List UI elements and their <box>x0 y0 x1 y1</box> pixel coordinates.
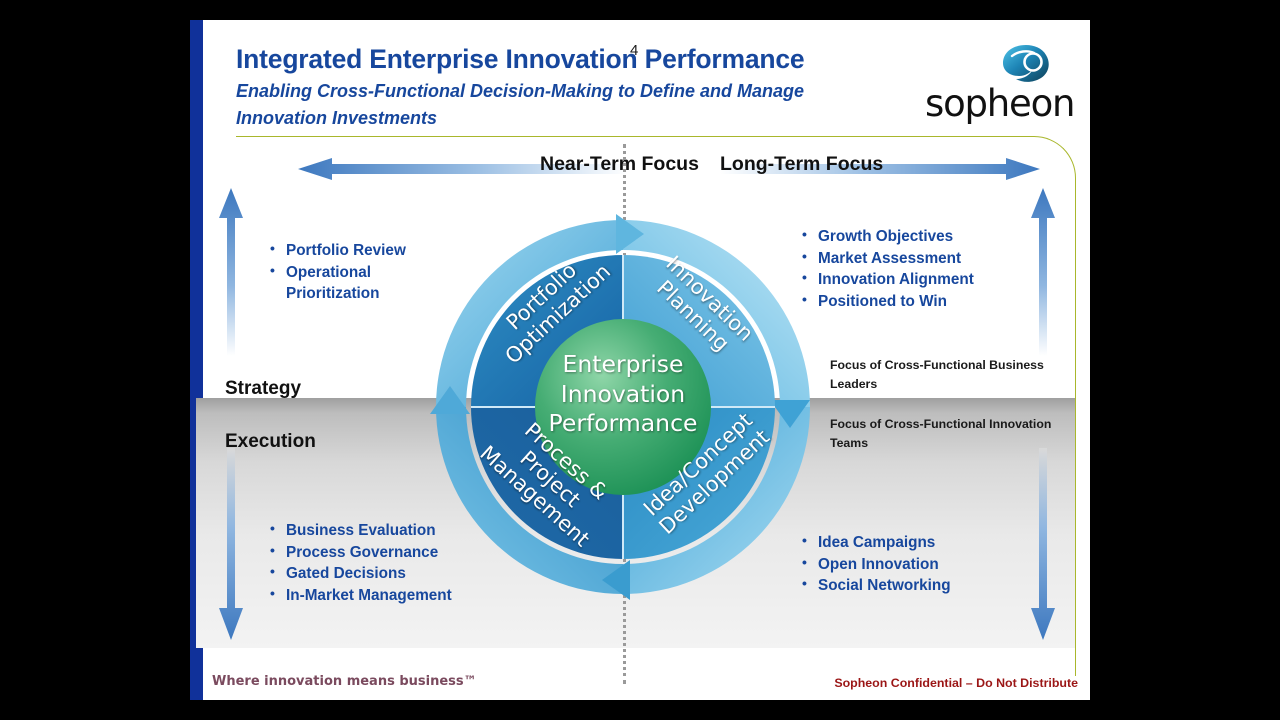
sopheon-wordmark: sopheon <box>925 82 1076 125</box>
list-item: Process Governance <box>270 541 510 564</box>
list-item: Positioned to Win <box>802 290 1032 313</box>
list-item: Business Evaluation <box>270 519 510 542</box>
focus-note-business-leaders: Focus of Cross-Functional Business Leade… <box>830 358 1044 391</box>
near-term-arrow-icon <box>298 158 628 180</box>
sopheon-swirl-icon <box>1000 42 1052 86</box>
presentation-slide: Integrated Enterprise Innovation Perform… <box>190 20 1090 700</box>
list-item: Innovation Alignment <box>802 268 1032 291</box>
near-term-focus-label: Near-Term Focus <box>540 153 699 175</box>
list-item: Social Networking <box>802 574 1012 597</box>
page-title: Integrated Enterprise Innovation Perform… <box>236 44 805 74</box>
list-item: Operational Prioritization <box>270 261 470 305</box>
footer-confidentiality-notice: Sopheon Confidential – Do Not Distribute <box>834 676 1078 690</box>
sopheon-logo: sopheon <box>925 42 1076 125</box>
wheel-core-label: Enterprise Innovation Performance <box>548 350 698 438</box>
list-item: Portfolio Review <box>270 239 470 262</box>
slide-page-number: 4 <box>630 42 639 59</box>
footer-tagline: Where innovation means business™ <box>212 674 477 689</box>
bullets-process-project-management: Business Evaluation Process Governance G… <box>270 519 510 607</box>
execution-arrow-left-icon <box>218 448 244 640</box>
list-item: In-Market Management <box>270 584 510 607</box>
page-subtitle: Enabling Cross-Functional Decision-Makin… <box>236 81 805 128</box>
strategy-arrow-left-icon <box>218 188 244 356</box>
strategy-arrow-right-icon <box>1030 188 1056 356</box>
slide-footer: Where innovation means business™ Sopheon… <box>190 668 1090 700</box>
focus-axis: Near-Term Focus Long-Term Focus <box>290 148 1050 192</box>
execution-label: Execution <box>225 431 316 452</box>
list-item: Market Assessment <box>802 247 1032 270</box>
bullets-idea-concept-development: Idea Campaigns Open Innovation Social Ne… <box>802 531 1012 597</box>
focus-note-innovation-teams: Focus of Cross-Functional Innovation Tea… <box>830 417 1052 450</box>
list-item: Open Innovation <box>802 553 1012 576</box>
long-term-focus-label: Long-Term Focus <box>720 153 884 175</box>
list-item: Gated Decisions <box>270 562 510 585</box>
list-item: Growth Objectives <box>802 225 1032 248</box>
list-item: Idea Campaigns <box>802 531 1012 554</box>
execution-arrow-right-icon <box>1030 448 1056 640</box>
innovation-wheel-diagram: Portfolio Optimization Innovation Planni… <box>428 212 818 602</box>
strategy-label: Strategy <box>225 378 302 399</box>
bullets-portfolio-optimization: Portfolio Review Operational Prioritizat… <box>270 239 470 305</box>
bullets-innovation-planning: Growth Objectives Market Assessment Inno… <box>802 225 1032 313</box>
long-term-arrow-icon <box>720 158 1040 180</box>
